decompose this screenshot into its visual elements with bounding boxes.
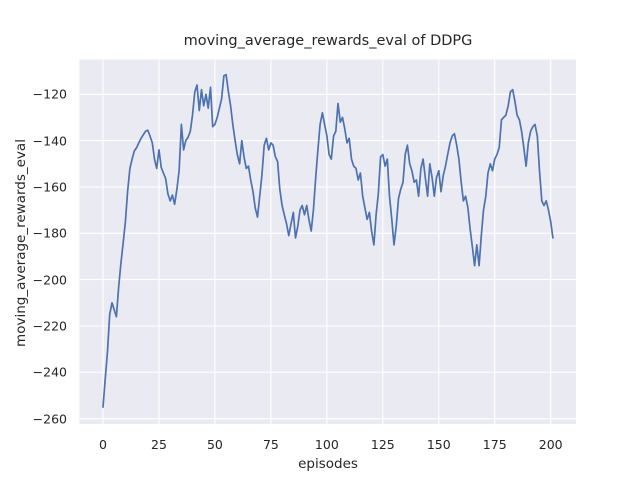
y-tick-label: −260 [32, 411, 67, 427]
x-tick-label: 75 [262, 437, 279, 452]
y-tick-label: −220 [32, 318, 67, 334]
x-tick-label: 175 [482, 437, 507, 452]
chart-title: moving_average_rewards_eval of DDPG [183, 33, 473, 49]
x-tick-label: 100 [314, 437, 339, 452]
y-tick-label: −240 [32, 364, 67, 380]
y-tick-label: −120 [32, 86, 67, 102]
y-tick-label: −200 [32, 272, 67, 288]
x-tick-label: 0 [99, 437, 107, 452]
plot-area [79, 59, 576, 424]
y-axis-label: moving_average_rewards_eval [13, 139, 29, 347]
x-tick-label: 125 [370, 437, 395, 452]
data-line [102, 73, 554, 408]
y-tick-label: −160 [32, 179, 67, 195]
y-tick-label: −180 [32, 225, 67, 241]
x-tick-label: 150 [426, 437, 451, 452]
x-axis-label: episodes [298, 456, 358, 472]
x-tick-label: 200 [538, 437, 563, 452]
y-tick-label: −140 [32, 133, 67, 149]
x-tick-label: 25 [151, 437, 167, 452]
x-tick-label: 50 [206, 437, 223, 452]
